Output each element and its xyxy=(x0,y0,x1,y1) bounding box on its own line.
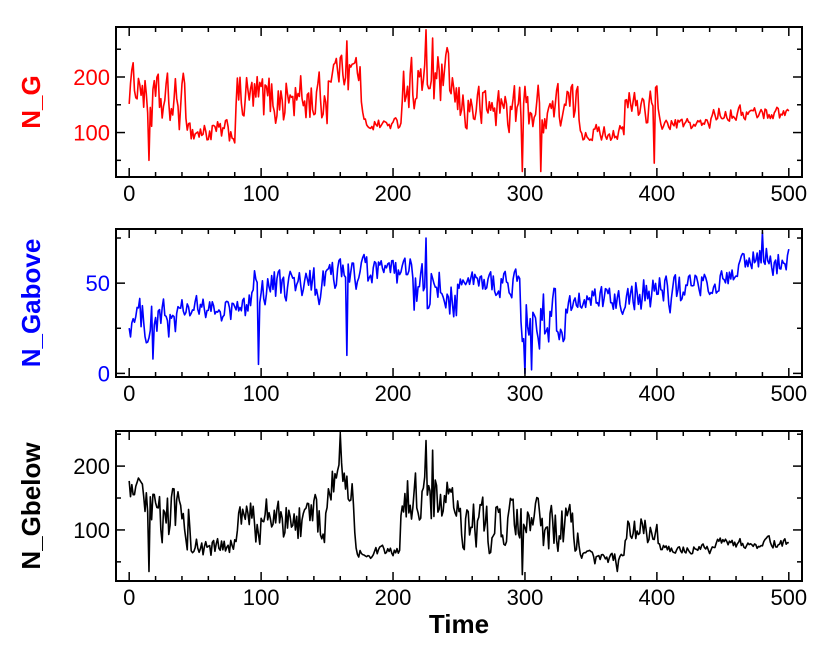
x-tick-label: 300 xyxy=(507,585,544,610)
x-tick-label: 400 xyxy=(639,181,676,206)
x-tick-label: 100 xyxy=(243,585,280,610)
plot-frame xyxy=(115,26,803,178)
x-tick-label: 300 xyxy=(507,381,544,406)
chart-panel-2: 0 100 200 300 400 500 0 50 N_Gabove xyxy=(16,228,807,406)
x-axis-label: Time xyxy=(429,609,489,639)
x-tick-label: 200 xyxy=(375,381,412,406)
x-tick-label: 500 xyxy=(770,181,807,206)
x-tick-label: 300 xyxy=(507,181,544,206)
x-tick-label: 0 xyxy=(123,381,135,406)
x-tick-label: 500 xyxy=(770,585,807,610)
series-line-N_Gabove xyxy=(128,231,790,375)
y-tick-label: 100 xyxy=(73,121,110,146)
plot-frame xyxy=(115,430,803,582)
y-axis-label: N_G xyxy=(16,75,46,128)
y-axis-label: N_Gbelow xyxy=(16,442,46,570)
x-tick-label: 100 xyxy=(243,381,280,406)
chart-panel-1: 0 100 200 300 400 500 100 200 N_G xyxy=(16,26,807,206)
x-tick-label: 200 xyxy=(375,181,412,206)
y-axis-label: N_Gabove xyxy=(16,239,46,368)
y-tick-label: 200 xyxy=(73,65,110,90)
series-line-N_G xyxy=(128,28,790,173)
x-tick-label: 400 xyxy=(639,381,676,406)
series-line-N_Gbelow xyxy=(128,433,789,576)
y-tick-label: 100 xyxy=(73,518,110,543)
y-tick-label: 200 xyxy=(73,454,110,479)
x-tick-label: 200 xyxy=(375,585,412,610)
chart-panel-3: 0 100 200 300 400 500 100 200 N_Gbelow Time xyxy=(16,430,807,639)
y-tick-label: 50 xyxy=(86,271,110,296)
plot-frame xyxy=(115,228,803,378)
y-tick-label: 0 xyxy=(98,361,110,386)
x-tick-label: 500 xyxy=(770,381,807,406)
x-tick-label: 400 xyxy=(639,585,676,610)
x-tick-label: 0 xyxy=(123,181,135,206)
x-tick-label: 0 xyxy=(123,585,135,610)
x-tick-label: 100 xyxy=(243,181,280,206)
